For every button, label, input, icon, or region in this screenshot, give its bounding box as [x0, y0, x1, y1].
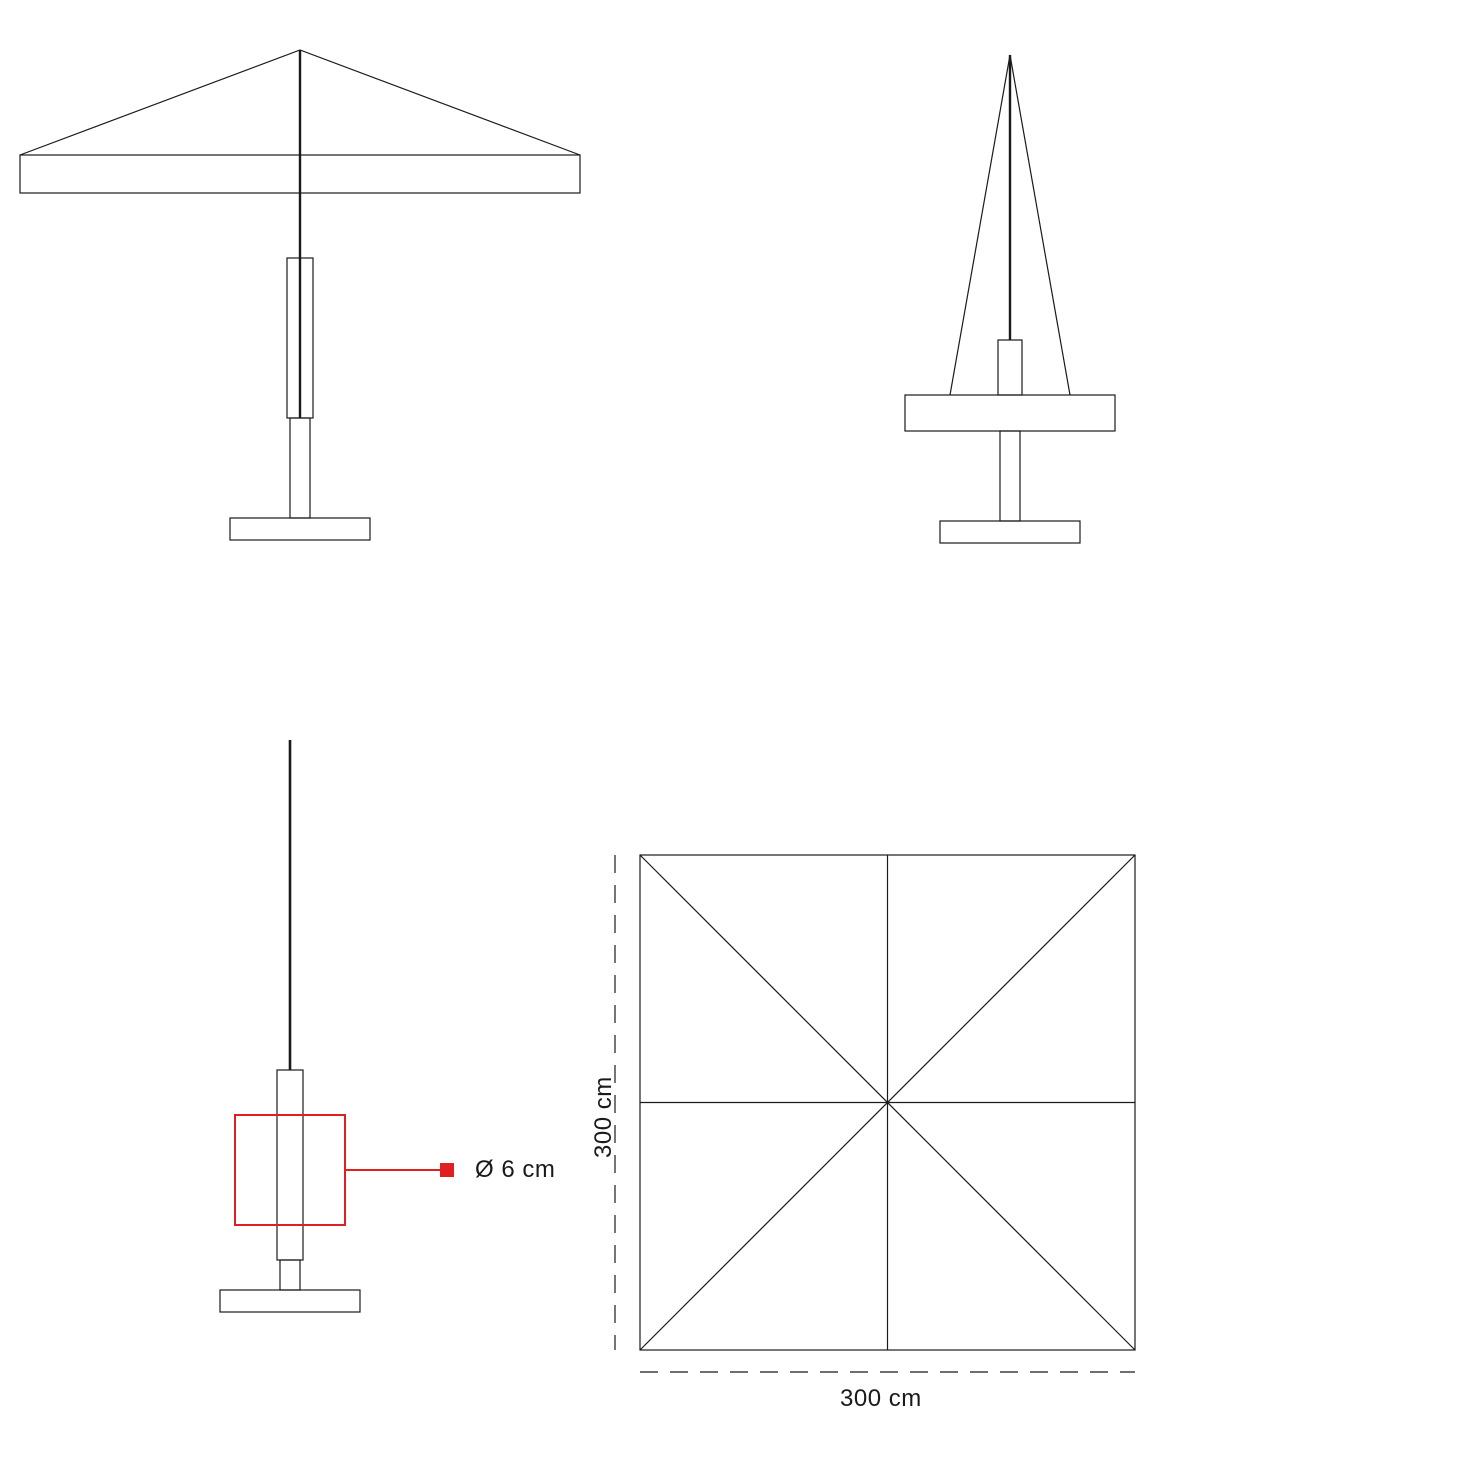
diameter-label: Ø 6 cm [475, 1156, 555, 1184]
view-pole-detail [220, 740, 454, 1312]
plan-width-label: 300 cm [840, 1385, 922, 1413]
diameter-callout [235, 1115, 454, 1225]
view-side-closed [905, 55, 1115, 543]
plan-height-label: 300 cm [590, 1076, 618, 1158]
technical-drawing [0, 0, 1476, 1475]
view-plan [615, 855, 1135, 1372]
view-front-open [20, 50, 580, 540]
